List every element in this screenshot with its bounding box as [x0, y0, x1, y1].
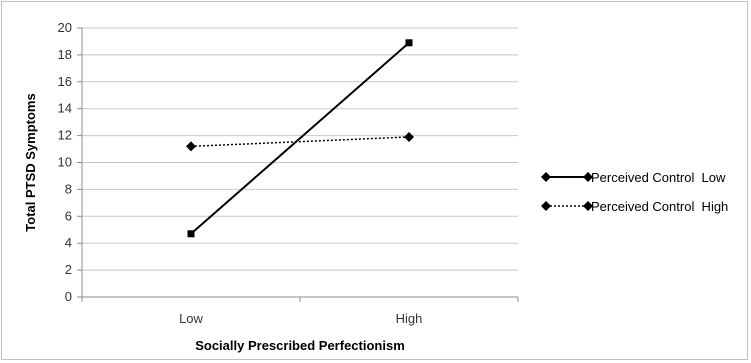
legend-label: Perceived Control High [591, 199, 728, 214]
y-tick-label: 18 [58, 47, 72, 62]
legend-entry: Perceived Control Low [541, 170, 726, 185]
legend: Perceived Control Low Perceived Control H… [541, 170, 728, 214]
y-tick-label: 10 [58, 155, 72, 170]
legend-label: Perceived Control Low [591, 170, 726, 185]
y-tick-label: 16 [58, 74, 72, 89]
series-group [186, 39, 414, 238]
legend-entry: Perceived Control High [541, 199, 728, 214]
y-tick-label: 0 [65, 289, 72, 304]
y-tick-label: 4 [65, 235, 72, 250]
series-1 [186, 131, 414, 152]
x-tick-label: Low [179, 311, 203, 326]
gridlines [82, 27, 518, 271]
data-point [186, 141, 196, 152]
y-tick-label: 14 [58, 101, 72, 116]
x-axis-title: Socially Prescribed Perfectionism [195, 338, 405, 353]
legend-marker [541, 172, 551, 182]
y-tick-label: 2 [65, 262, 72, 277]
y-tick-label: 8 [65, 181, 72, 196]
x-tick-label: High [396, 311, 423, 326]
data-point [404, 131, 414, 142]
series-line [190, 136, 410, 148]
series-0 [187, 39, 413, 238]
axes: 0 2 4 6 8 10 12 14 16 18 20 Low High [58, 20, 519, 326]
y-tick-label: 20 [58, 20, 72, 35]
y-tick-label: 12 [58, 128, 72, 143]
data-point [405, 39, 413, 47]
data-point [187, 230, 195, 238]
legend-marker [583, 201, 593, 211]
legend-marker [583, 172, 593, 182]
y-axis-title: Total PTSD Symptoms [23, 93, 38, 231]
series-line [190, 42, 410, 235]
legend-marker [541, 201, 551, 211]
y-tick-label: 6 [65, 208, 72, 223]
